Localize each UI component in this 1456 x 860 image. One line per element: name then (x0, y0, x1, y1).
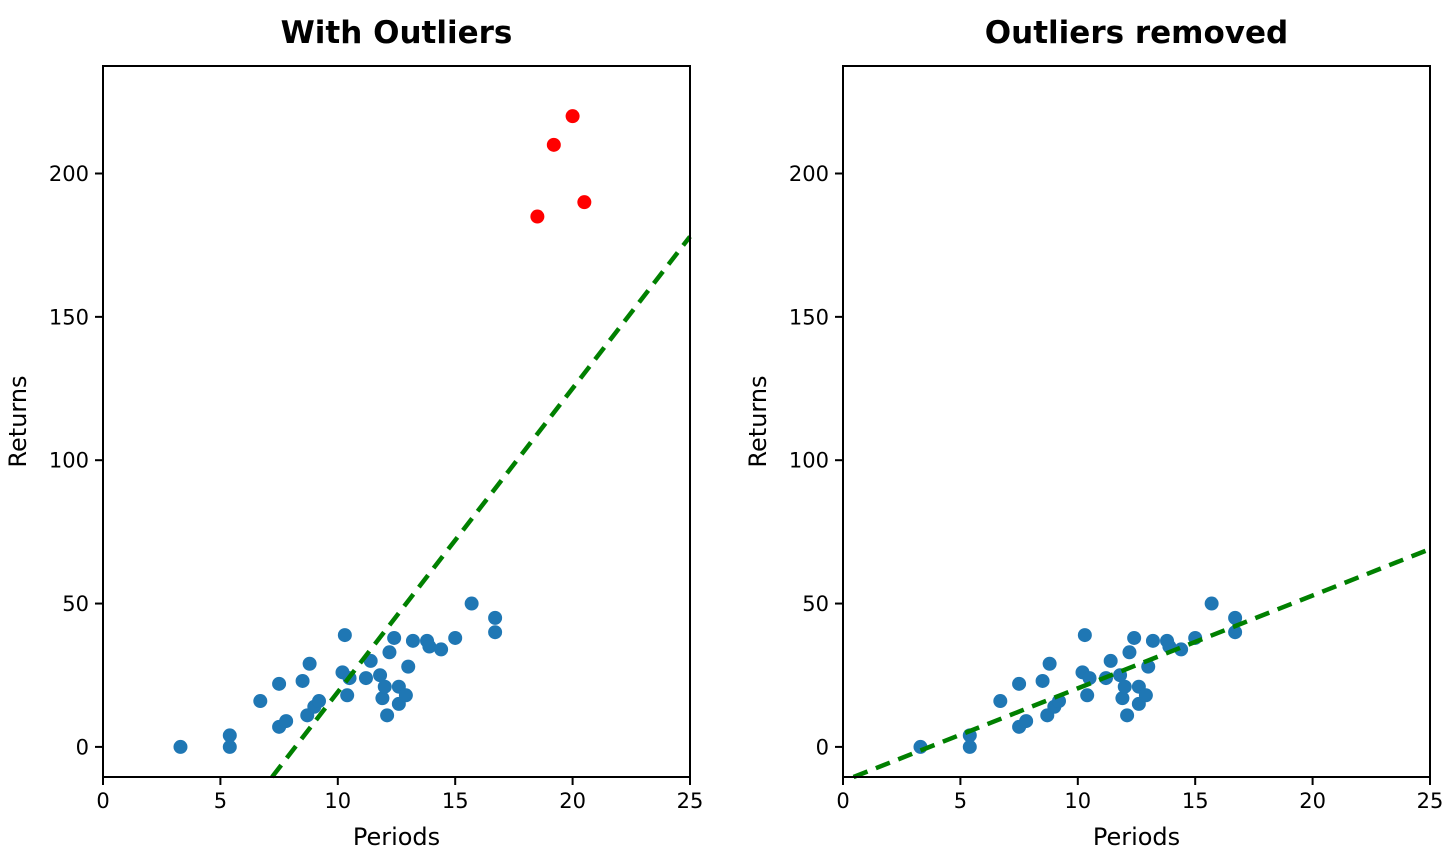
y-axis-label: Returns (4, 375, 32, 467)
data-point (405, 633, 420, 648)
data-point (302, 656, 317, 671)
x-tick-label: 10 (324, 789, 351, 813)
x-axis-label: Periods (353, 823, 440, 851)
data-point (1042, 656, 1057, 671)
x-tick-label: 15 (1182, 789, 1209, 813)
data-point (312, 694, 327, 709)
data-point (222, 728, 237, 743)
axes-spine-box (842, 65, 1431, 778)
data-point (1035, 673, 1050, 688)
y-tick-label: 150 (49, 305, 89, 329)
data-point (173, 739, 188, 754)
data-point (993, 694, 1008, 709)
data-point (1019, 714, 1034, 729)
y-tick-label: 0 (76, 735, 89, 759)
data-point (422, 639, 437, 654)
data-point (1122, 645, 1137, 660)
data-point (448, 630, 463, 645)
data-point (488, 610, 503, 625)
data-point (222, 739, 237, 754)
chart-title: With Outliers (281, 15, 513, 51)
regression-fit-with-outliers (270, 235, 692, 779)
x-tick-label: 0 (836, 789, 849, 813)
regression-fit-outliers-removed (852, 546, 1431, 780)
data-point (253, 694, 268, 709)
data-point (380, 708, 395, 723)
chart-title: Outliers removed (985, 15, 1288, 51)
y-axis-label: Returns (744, 375, 772, 467)
x-tick-label: 25 (1417, 789, 1444, 813)
x-tick-label: 20 (1299, 789, 1326, 813)
x-tick-label: 25 (677, 789, 704, 813)
data-point (1174, 642, 1189, 657)
data-point (1012, 676, 1027, 691)
outlier-point (530, 209, 545, 224)
data-point (1117, 679, 1132, 694)
y-tick-label: 50 (802, 592, 829, 616)
series-returns (913, 596, 1243, 754)
data-point (1080, 688, 1095, 703)
outlier-point (546, 137, 561, 152)
panel-with-outliers: With Outliers 0 5 10 15 20 25 0 50 100 150 200 Perio… (4, 15, 703, 851)
data-point (337, 628, 352, 643)
data-point (962, 739, 977, 754)
y-tick-label: 100 (789, 449, 829, 473)
data-point (1127, 630, 1142, 645)
data-point (1115, 691, 1130, 706)
y-tick-label: 200 (49, 162, 89, 186)
y-tick-label: 200 (789, 162, 829, 186)
data-point (1103, 653, 1118, 668)
x-tick-label: 5 (214, 789, 227, 813)
data-point (375, 691, 390, 706)
data-point (340, 688, 355, 703)
data-point (1228, 610, 1243, 625)
data-point (1077, 628, 1092, 643)
data-point (1204, 596, 1219, 611)
axes-spine-box (102, 65, 691, 778)
data-point (387, 630, 402, 645)
y-tick-label: 150 (789, 305, 829, 329)
data-point (382, 645, 397, 660)
data-point (272, 676, 287, 691)
x-tick-label: 10 (1064, 789, 1091, 813)
data-point (434, 642, 449, 657)
data-point (488, 625, 503, 640)
data-point (1138, 688, 1153, 703)
outlier-point (577, 195, 592, 210)
data-point (1082, 671, 1097, 686)
y-tick-label: 50 (62, 592, 89, 616)
series-outliers (530, 109, 592, 224)
data-point (398, 688, 413, 703)
data-point (1145, 633, 1160, 648)
data-point (279, 714, 294, 729)
data-point (377, 679, 392, 694)
data-point (358, 671, 373, 686)
outlier-point (565, 109, 580, 124)
data-point (401, 659, 416, 674)
data-point (295, 673, 310, 688)
x-axis-label: Periods (1093, 823, 1180, 851)
x-tick-label: 20 (559, 789, 586, 813)
data-point (464, 596, 479, 611)
data-point (373, 668, 388, 683)
panel-outliers-removed: Outliers removed 0 5 10 15 20 25 0 50 100 150 200 Pe… (744, 15, 1443, 851)
y-tick-label: 100 (49, 449, 89, 473)
x-tick-label: 5 (954, 789, 967, 813)
y-tick-label: 0 (816, 735, 829, 759)
x-tick-label: 15 (442, 789, 469, 813)
data-point (1228, 625, 1243, 640)
data-point (1120, 708, 1135, 723)
series-returns (173, 596, 503, 754)
x-tick-label: 0 (96, 789, 109, 813)
